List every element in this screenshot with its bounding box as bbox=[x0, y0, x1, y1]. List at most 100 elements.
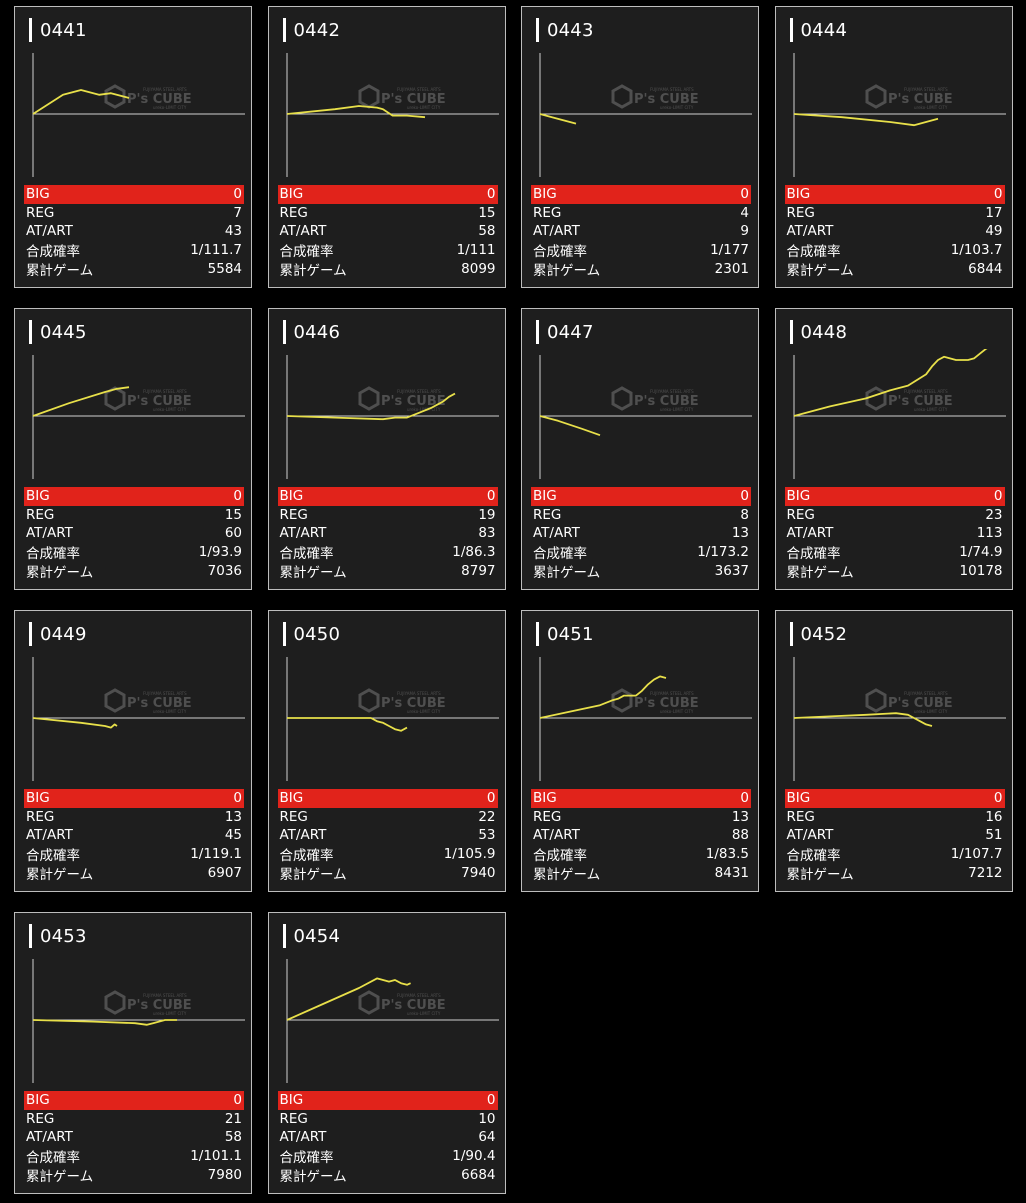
watermark-subtitle: ureko-LIMIT CITY bbox=[153, 407, 187, 412]
machine-card-0441[interactable]: 0441 P's CUBE FUJIYAMA STEEL ARTS ureko-LI… bbox=[14, 6, 252, 288]
title-accent-bar bbox=[789, 622, 793, 646]
stat-row-big: BIG 0 bbox=[24, 487, 244, 506]
big-label: BIG bbox=[279, 1092, 304, 1109]
atart-value: 43 bbox=[224, 223, 242, 240]
stat-row-atart: AT/ART 43 bbox=[24, 222, 244, 241]
stat-row-games: 累計ゲーム 7980 bbox=[24, 1165, 244, 1185]
atart-label: AT/ART bbox=[786, 827, 834, 844]
combined-value: 1/103.7 bbox=[950, 242, 1003, 259]
stats-table: BIG 0 REG 13 AT/ART 45 合成確率 1/119.1 累計ゲー… bbox=[24, 789, 244, 883]
combined-value: 1/173.2 bbox=[697, 544, 749, 561]
cube-icon bbox=[358, 688, 379, 713]
machine-card-0444[interactable]: 0444 P's CUBE FUJIYAMA STEEL ARTS ureko-LI… bbox=[774, 6, 1014, 288]
big-label: BIG bbox=[279, 488, 304, 505]
stat-row-games: 累計ゲーム 5584 bbox=[24, 259, 244, 279]
machine-title: 0447 bbox=[536, 319, 594, 345]
atart-label: AT/ART bbox=[533, 827, 580, 844]
title-accent-bar bbox=[29, 622, 32, 646]
watermark-subtitle: ureko-LIMIT CITY bbox=[153, 105, 187, 110]
machine-card-0453[interactable]: 0453 P's CUBE FUJIYAMA STEEL ARTS ureko-LI… bbox=[14, 912, 252, 1194]
stat-row-atart: AT/ART 58 bbox=[278, 222, 498, 241]
machine-number: 0445 bbox=[40, 321, 87, 343]
games-value: 6844 bbox=[968, 260, 1003, 277]
stat-row-big: BIG 0 bbox=[531, 789, 751, 808]
watermark-brand: P's CUBE bbox=[127, 92, 192, 107]
machine-number: 0448 bbox=[800, 321, 848, 343]
stat-row-big: BIG 0 bbox=[24, 789, 244, 808]
machine-number: 0446 bbox=[293, 321, 341, 343]
stat-row-big: BIG 0 bbox=[277, 1091, 498, 1110]
big-value: 0 bbox=[486, 790, 496, 807]
trend-line bbox=[286, 392, 455, 421]
watermark-tagline: FUJIYAMA STEEL ARTS bbox=[143, 691, 187, 696]
machine-card-0445[interactable]: 0445 P's CUBE FUJIYAMA STEEL ARTS ureko-LI… bbox=[14, 308, 252, 590]
stats-table: BIG 0 REG 22 AT/ART 53 合成確率 1/105.9 累計ゲー… bbox=[277, 789, 498, 883]
watermark-tagline: FUJIYAMA STEEL ARTS bbox=[143, 87, 187, 92]
stat-row-reg: REG 15 bbox=[278, 204, 498, 223]
trend-line bbox=[286, 717, 407, 732]
atart-label: AT/ART bbox=[26, 1129, 73, 1146]
stat-row-combined: 合成確率 1/111.7 bbox=[24, 241, 244, 260]
stat-row-games: 累計ゲーム 8797 bbox=[278, 561, 498, 581]
stat-row-reg: REG 8 bbox=[531, 506, 751, 525]
machine-card-0442[interactable]: 0442 P's CUBE FUJIYAMA STEEL ARTS ureko-LI… bbox=[267, 6, 506, 288]
stats-table: BIG 0 REG 13 AT/ART 88 合成確率 1/83.5 累計ゲーム… bbox=[531, 789, 751, 883]
combined-label: 合成確率 bbox=[279, 1150, 334, 1167]
big-label: BIG bbox=[786, 488, 811, 505]
stat-row-reg: REG 16 bbox=[785, 808, 1005, 827]
watermark-tagline: FUJIYAMA STEEL ARTS bbox=[397, 389, 441, 394]
stat-row-big: BIG 0 bbox=[277, 185, 498, 204]
stat-row-reg: REG 21 bbox=[24, 1110, 244, 1129]
machine-title: 0453 bbox=[29, 923, 87, 949]
machine-card-0451[interactable]: 0451 P's CUBE FUJIYAMA STEEL ARTS ureko-LI… bbox=[521, 610, 759, 892]
trend-graph: P's CUBE FUJIYAMA STEEL ARTS ureko-LIMIT C… bbox=[776, 47, 1014, 182]
stat-row-reg: REG 10 bbox=[278, 1110, 498, 1129]
combined-label: 合成確率 bbox=[533, 244, 587, 261]
machine-title: 0454 bbox=[282, 923, 341, 949]
title-accent-bar bbox=[29, 924, 32, 948]
games-value: 10178 bbox=[959, 562, 1003, 579]
machine-card-0443[interactable]: 0443 P's CUBE FUJIYAMA STEEL ARTS ureko-LI… bbox=[521, 6, 759, 288]
machine-card-0446[interactable]: 0446 P's CUBE FUJIYAMA STEEL ARTS ureko-LI… bbox=[267, 308, 506, 590]
games-label: 累計ゲーム bbox=[279, 262, 347, 279]
watermark-brand: P's CUBE bbox=[888, 696, 953, 711]
stat-row-big: BIG 0 bbox=[277, 487, 498, 506]
combined-label: 合成確率 bbox=[786, 244, 841, 261]
big-value: 0 bbox=[740, 488, 749, 505]
games-value: 7036 bbox=[207, 562, 242, 579]
stat-row-atart: AT/ART 49 bbox=[785, 222, 1005, 241]
stats-table: BIG 0 REG 15 AT/ART 60 合成確率 1/93.9 累計ゲーム… bbox=[24, 487, 244, 581]
games-value: 8431 bbox=[714, 864, 749, 881]
trend-graph: P's CUBE FUJIYAMA STEEL ARTS ureko-LIMIT C… bbox=[15, 651, 253, 786]
cube-icon bbox=[358, 990, 379, 1015]
watermark-brand: P's CUBE bbox=[127, 394, 192, 409]
atart-label: AT/ART bbox=[279, 525, 327, 542]
games-label: 累計ゲーム bbox=[26, 866, 94, 883]
machine-card-0447[interactable]: 0447 P's CUBE FUJIYAMA STEEL ARTS ureko-LI… bbox=[521, 308, 759, 590]
machine-card-0454[interactable]: 0454 P's CUBE FUJIYAMA STEEL ARTS ureko-LI… bbox=[267, 912, 506, 1194]
machine-card-0449[interactable]: 0449 P's CUBE FUJIYAMA STEEL ARTS ureko-LI… bbox=[14, 610, 252, 892]
trend-graph: P's CUBE FUJIYAMA STEEL ARTS ureko-LIMIT C… bbox=[15, 47, 253, 182]
combined-value: 1/83.5 bbox=[705, 846, 749, 863]
games-value: 7212 bbox=[968, 864, 1003, 881]
trend-line bbox=[539, 113, 577, 125]
machine-card-0448[interactable]: 0448 P's CUBE FUJIYAMA STEEL ARTS ureko-LI… bbox=[774, 308, 1013, 590]
machine-card-0452[interactable]: 0452 P's CUBE FUJIYAMA STEEL ARTS ureko-LI… bbox=[774, 610, 1013, 892]
big-value: 0 bbox=[740, 790, 749, 807]
big-value: 0 bbox=[486, 488, 496, 505]
machine-card-0450[interactable]: 0450 P's CUBE FUJIYAMA STEEL ARTS ureko-LI… bbox=[267, 610, 506, 892]
combined-value: 1/119.1 bbox=[190, 846, 242, 863]
stat-row-combined: 合成確率 1/74.9 bbox=[785, 543, 1005, 562]
stat-row-atart: AT/ART 13 bbox=[531, 524, 751, 543]
atart-label: AT/ART bbox=[26, 525, 73, 542]
combined-value: 1/74.9 bbox=[959, 544, 1003, 561]
